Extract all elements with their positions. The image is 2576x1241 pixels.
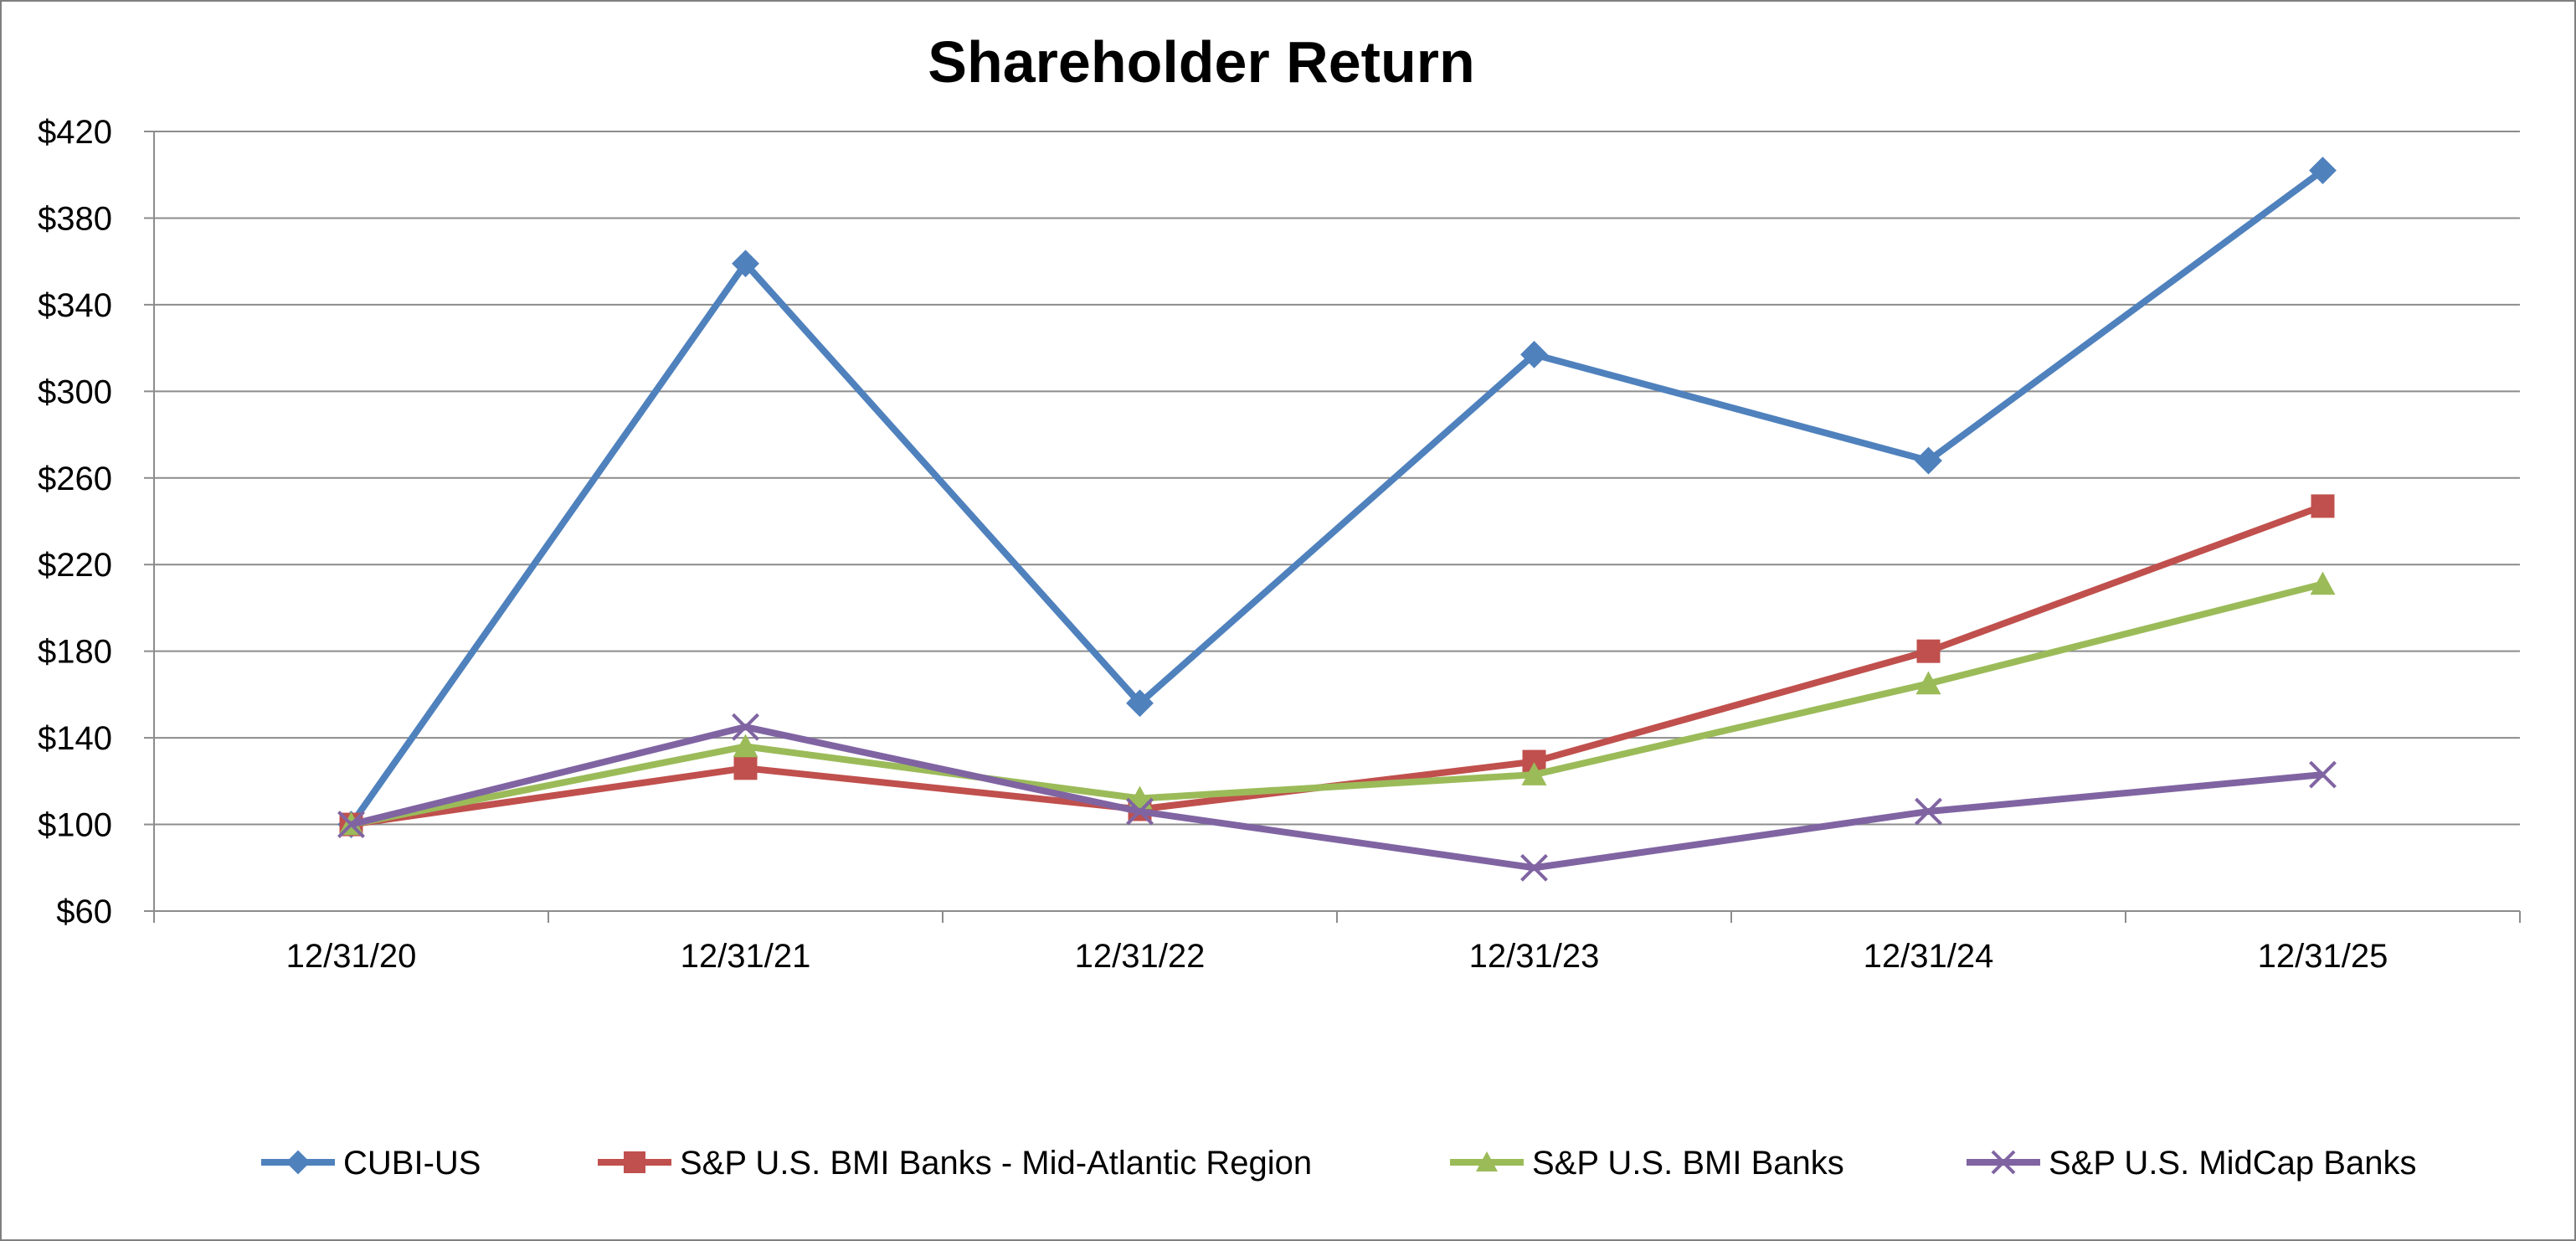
legend-marker [1991, 1150, 2016, 1175]
data-point-marker [1916, 639, 1941, 663]
data-point-marker [732, 250, 759, 278]
legend-item: CUBI-US [261, 1145, 481, 1182]
series-line [350, 723, 2323, 872]
x-tick-label: 12/31/24 [1864, 938, 1994, 975]
data-point-marker [1521, 762, 1547, 785]
legend-marker [285, 1150, 311, 1175]
series-line [350, 580, 2324, 828]
data-point-marker [1520, 853, 1548, 882]
legend: CUBI-US S&P U.S. BMI Banks - Mid-Atlantic… [261, 1145, 2416, 1182]
data-point-marker [2311, 494, 2335, 518]
data-point-marker [732, 713, 759, 741]
legend-item: S&P U.S. BMI Banks [1450, 1145, 1844, 1182]
legend-item: S&P U.S. MidCap Banks [1967, 1145, 2416, 1182]
y-tick-label: $100 [38, 807, 112, 844]
data-point-marker [1915, 671, 1941, 695]
x-tick-label: 12/31/20 [286, 938, 417, 975]
y-tick-label: $140 [38, 720, 112, 757]
x-tick-label: 12/31/23 [1469, 938, 1600, 975]
data-point-marker [2310, 571, 2336, 595]
data-point-marker [337, 811, 365, 838]
legend-label: CUBI-US [343, 1145, 481, 1182]
axes: $60 $100 $140 $180 $220 $260 $300 $340 $380 $420 1… [38, 114, 2521, 975]
y-tick-label: $340 [38, 287, 112, 324]
series-line [348, 167, 2325, 826]
x-tick-label: 12/31/25 [2258, 938, 2388, 975]
data-point-marker [1126, 797, 1154, 826]
y-tick-label: $60 [56, 893, 112, 930]
legend-label: S&P U.S. BMI Banks - Mid-Atlantic Region [680, 1145, 1312, 1182]
x-tick-label: 12/31/22 [1075, 938, 1206, 975]
y-tick-label: $260 [38, 461, 112, 497]
x-tick-label: 12/31/21 [681, 938, 811, 975]
y-tick-label: $180 [38, 634, 112, 671]
data-point-marker [1915, 446, 1942, 475]
legend-item: S&P U.S. BMI Banks - Mid-Atlantic Region [598, 1145, 1312, 1182]
y-tick-label: $220 [38, 547, 112, 584]
legend-marker [624, 1151, 645, 1173]
data-point-marker [2309, 760, 2337, 789]
y-tick-label: $380 [38, 200, 112, 237]
y-tick-label: $420 [38, 114, 112, 151]
data-point-marker [2309, 157, 2337, 184]
legend-marker [1476, 1151, 1498, 1172]
data-point-marker [1520, 340, 1548, 368]
data-point-marker [733, 734, 758, 758]
series-s-p-u-s-midcap-banks [337, 713, 2337, 882]
data-point-marker [1126, 689, 1154, 718]
series-lines [337, 157, 2337, 882]
y-tick-label: $300 [38, 373, 112, 410]
data-point-marker [733, 756, 758, 780]
legend-label: S&P U.S. BMI Banks [1532, 1145, 1844, 1182]
data-point-marker [1915, 797, 1942, 826]
legend-label: S&P U.S. MidCap Banks [2049, 1145, 2416, 1182]
chart-title: Shareholder Return [928, 29, 1474, 95]
